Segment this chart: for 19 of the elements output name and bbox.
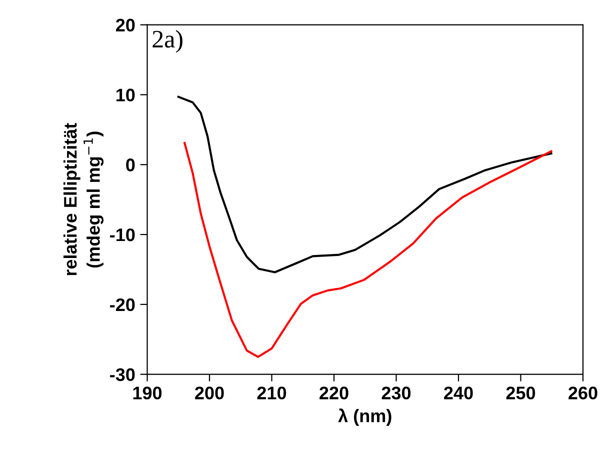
- y-tick-label: -10: [110, 228, 135, 242]
- y-tick-label: -30: [110, 368, 135, 382]
- line-series: [184, 142, 552, 358]
- line-series: [177, 96, 552, 274]
- x-tick-label: 250: [506, 386, 536, 400]
- x-axis-title: λ (nm): [338, 408, 392, 426]
- x-tick-label: 190: [133, 386, 162, 400]
- annotation: 2a): [152, 30, 182, 53]
- y-tick-label: 20: [116, 18, 135, 32]
- x-tick-label: 210: [257, 386, 286, 400]
- x-tick-label: 220: [320, 386, 348, 400]
- y-tick-label: 10: [116, 88, 135, 102]
- x-tick-label: 260: [568, 386, 598, 400]
- x-tick-label: 200: [195, 386, 224, 400]
- y-tick-label: 0: [126, 158, 135, 172]
- x-tick-label: 230: [382, 386, 411, 400]
- y-axis-title: relative Elliptizität (mdeg ml mg$^{−1}$): [63, 123, 104, 276]
- y-tick-label: -20: [110, 298, 135, 312]
- x-tick-label: 240: [444, 386, 473, 400]
